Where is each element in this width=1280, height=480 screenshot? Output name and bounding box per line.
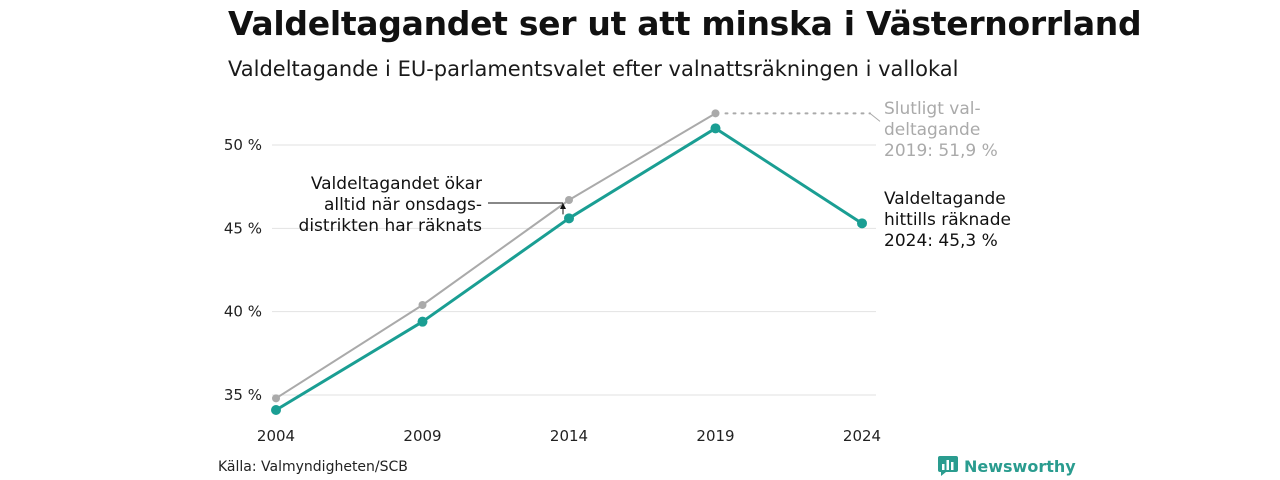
data-point-election_night [271,405,281,415]
newsworthy-logo-icon [938,456,958,476]
brand-logo: Newsworthy [938,456,1076,476]
data-point-election_night [564,213,574,224]
final-turnout-label: 2019: 51,9 % [884,141,998,161]
brand-name: Newsworthy [964,456,1076,476]
chart-title: Valdeltagandet ser ut att minska i Väste… [228,4,1142,43]
x-tick-label: 2024 [843,427,881,445]
note-label: Valdeltagandet ökar [311,174,482,194]
y-tick-label: 45 % [224,219,262,237]
x-tick-label: 2004 [257,427,295,445]
note-label: alltid när onsdags- [324,195,482,215]
note-label: distrikten har räknats [299,216,483,236]
data-point-final [565,196,573,204]
y-tick-label: 35 % [224,386,262,404]
data-point-election_night [857,218,867,229]
data-series [271,109,867,415]
current-turnout-label: 2024: 45,3 % [884,231,998,251]
source-note: Källa: Valmyndigheten/SCB [218,459,408,475]
y-axis-ticks: 35 % 40 % 45 % 50 % [224,136,262,404]
x-tick-label: 2014 [550,427,588,445]
final-turnout-label: Slutligt val- [884,99,981,119]
final-turnout-label: deltagande [884,120,980,140]
y-tick-label: 40 % [224,303,262,321]
data-point-final [418,301,427,309]
x-axis-ticks: 2004 2009 2014 2019 2024 [257,427,881,445]
x-tick-label: 2019 [696,427,734,445]
data-point-election_night [417,316,428,327]
final-leader-tick [869,112,881,122]
series-line-final [275,112,717,400]
series-line-election_night [275,126,863,412]
current-turnout-label: hittills räknade [884,210,1011,230]
data-point-election_night [710,123,721,134]
current-turnout-label: Valdeltagande [884,189,1006,209]
data-point-final [272,394,280,403]
data-point-final [711,109,720,118]
x-tick-label: 2009 [403,427,441,445]
gridlines [272,144,876,396]
chart-subtitle: Valdeltagande i EU-parlamentsvalet efter… [228,57,959,81]
y-tick-label: 50 % [224,136,262,154]
note-arrowhead [560,203,566,209]
